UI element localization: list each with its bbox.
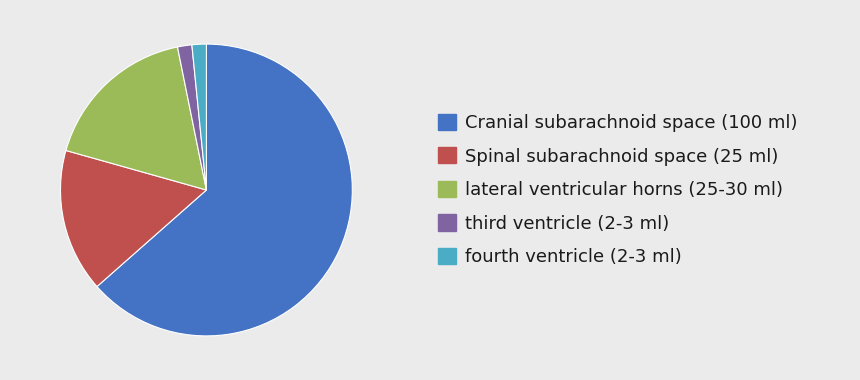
Wedge shape (97, 44, 353, 336)
Wedge shape (177, 45, 206, 190)
Wedge shape (192, 44, 206, 190)
Wedge shape (66, 47, 206, 190)
Legend: Cranial subarachnoid space (100 ml), Spinal subarachnoid space (25 ml), lateral : Cranial subarachnoid space (100 ml), Spi… (430, 106, 804, 274)
Wedge shape (60, 150, 206, 287)
